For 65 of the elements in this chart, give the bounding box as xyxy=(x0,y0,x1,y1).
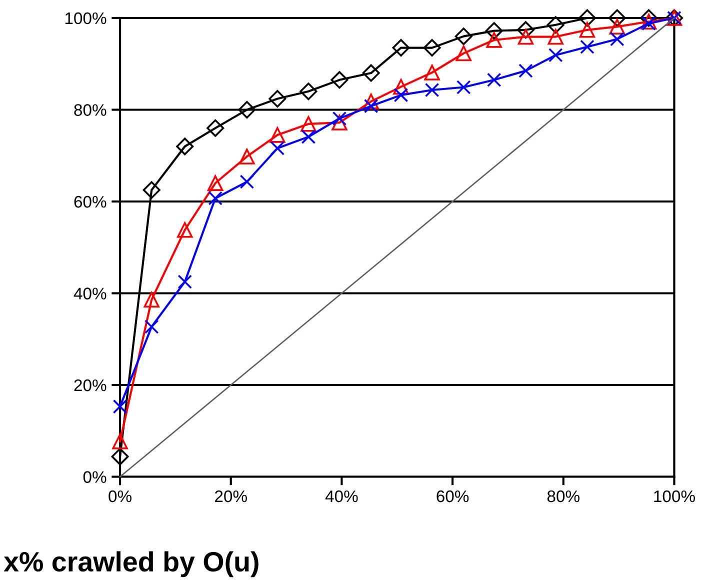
point xyxy=(112,434,128,450)
x-axis-title: x% crawled by O(u) xyxy=(4,551,258,578)
point xyxy=(239,148,255,164)
point xyxy=(393,78,409,95)
point xyxy=(423,39,441,57)
point xyxy=(578,9,596,27)
point xyxy=(112,399,128,414)
point xyxy=(486,32,502,48)
point xyxy=(364,98,378,114)
point xyxy=(610,32,624,46)
point xyxy=(270,141,285,156)
point xyxy=(486,72,502,88)
point xyxy=(579,22,596,38)
point xyxy=(608,9,626,27)
point xyxy=(142,181,160,199)
point xyxy=(111,448,129,466)
point xyxy=(424,82,440,98)
point xyxy=(208,191,222,206)
point xyxy=(144,292,160,308)
y-tick-label: 0% xyxy=(83,471,106,483)
point xyxy=(177,222,193,238)
x-tick-label: 80% xyxy=(547,490,580,502)
point xyxy=(301,130,316,144)
point xyxy=(392,39,410,57)
point xyxy=(609,18,625,35)
point xyxy=(456,80,471,94)
point xyxy=(332,111,347,126)
point xyxy=(454,28,472,46)
y-tick-label: 80% xyxy=(74,104,106,116)
y-tick-label: 60% xyxy=(74,196,106,208)
point xyxy=(485,22,503,40)
point xyxy=(330,71,348,89)
point xyxy=(640,9,658,27)
x-tick-label: 60% xyxy=(436,490,469,502)
x-tick-label: 20% xyxy=(215,490,247,502)
point xyxy=(580,40,594,54)
point xyxy=(300,82,318,100)
point xyxy=(516,21,534,39)
point xyxy=(546,16,564,34)
point xyxy=(300,116,316,132)
x-tick-label: 100% xyxy=(654,490,695,502)
y-tick-label: 40% xyxy=(74,288,106,300)
point xyxy=(456,45,472,62)
y-tick-label: 20% xyxy=(74,379,106,392)
point xyxy=(518,28,534,45)
point xyxy=(332,114,348,130)
point xyxy=(240,174,254,189)
y-tick-label: 100% xyxy=(65,12,106,24)
point xyxy=(394,88,408,102)
point xyxy=(178,274,192,289)
point xyxy=(362,64,380,82)
x-tick-label: 0% xyxy=(108,490,132,502)
point xyxy=(363,94,379,110)
point xyxy=(548,48,563,62)
point xyxy=(206,119,224,137)
point xyxy=(207,175,224,191)
point xyxy=(238,100,256,118)
point xyxy=(268,90,286,108)
point xyxy=(424,64,440,80)
point xyxy=(144,320,159,334)
x-tick-label: 40% xyxy=(325,490,358,502)
point xyxy=(518,64,533,78)
point xyxy=(548,28,564,45)
point xyxy=(176,138,194,156)
point xyxy=(270,127,286,143)
